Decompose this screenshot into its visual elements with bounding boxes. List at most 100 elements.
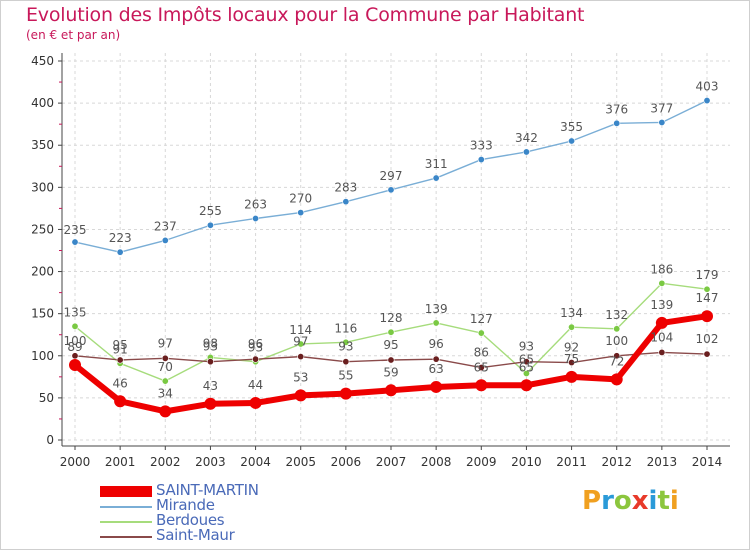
data-point-saint-maur-2000 <box>71 352 79 360</box>
data-label-saint-martin-2002: 34 <box>158 386 173 400</box>
x-tick-label-2003: 2003 <box>195 455 226 469</box>
data-point-mirande-2007 <box>387 186 395 194</box>
data-label-saint-maur-2003: 93 <box>203 340 218 354</box>
logo-letter: r <box>601 486 614 516</box>
data-label-berdoues-2013: 186 <box>650 262 673 276</box>
data-label-saint-martin-2006: 55 <box>338 369 353 383</box>
data-point-saint-maur-2006 <box>342 358 350 366</box>
data-label-berdoues-2014: 179 <box>696 268 719 282</box>
data-point-saint-martin-2007 <box>385 384 397 397</box>
y-tick-label-150: 150 <box>31 307 54 321</box>
data-label-saint-maur-2008: 96 <box>429 337 444 351</box>
data-point-saint-maur-2001 <box>116 356 124 364</box>
data-point-saint-maur-2007 <box>387 356 395 364</box>
x-tick-label-2013: 2013 <box>647 455 678 469</box>
data-label-mirande-2003: 255 <box>199 204 222 218</box>
data-label-saint-maur-2011: 92 <box>564 341 579 355</box>
data-point-berdoues-2007 <box>387 328 395 336</box>
logo-letter: x <box>631 486 649 516</box>
data-point-saint-martin-2008 <box>430 380 443 393</box>
data-label-mirande-2010: 342 <box>515 131 538 145</box>
data-point-mirande-2002 <box>161 236 169 244</box>
logo-letter: t <box>657 486 670 516</box>
y-tick-label-100: 100 <box>31 349 54 363</box>
data-label-saint-maur-2006: 93 <box>338 340 353 354</box>
logo-letter: P <box>582 486 602 516</box>
x-tick-label-2005: 2005 <box>285 455 316 469</box>
data-point-mirande-2001 <box>116 248 124 256</box>
data-point-saint-martin-2003 <box>204 397 217 410</box>
legend-swatch <box>100 521 152 523</box>
legend-label: Mirande <box>156 496 215 514</box>
data-label-berdoues-2003: 98 <box>203 336 218 350</box>
x-tick-label-2010: 2010 <box>511 455 542 469</box>
data-point-saint-martin-2005 <box>294 389 307 402</box>
data-label-mirande-2004: 263 <box>244 197 267 211</box>
legend-swatch <box>100 536 152 538</box>
legend-swatch <box>100 486 152 497</box>
data-label-saint-maur-2013: 104 <box>650 330 673 344</box>
data-point-mirande-2000 <box>71 238 79 246</box>
data-label-berdoues-2012: 132 <box>605 308 628 322</box>
data-point-saint-maur-2002 <box>161 354 169 362</box>
legend-label: SAINT-MARTIN <box>156 481 259 499</box>
data-point-berdoues-2011 <box>568 323 576 331</box>
data-point-saint-martin-2014 <box>701 310 713 323</box>
data-label-mirande-2009: 333 <box>470 139 493 153</box>
legend-label: Berdoues <box>156 511 225 529</box>
data-label-saint-maur-2009: 86 <box>474 346 489 360</box>
data-label-mirande-2012: 376 <box>605 102 628 116</box>
data-point-mirande-2011 <box>568 137 576 145</box>
data-label-berdoues-2006: 116 <box>334 321 357 335</box>
data-label-mirande-2013: 377 <box>650 101 673 115</box>
data-point-mirande-2013 <box>658 118 666 126</box>
data-label-berdoues-2000: 135 <box>64 305 87 319</box>
data-point-saint-maur-2013 <box>658 348 666 356</box>
x-tick-label-2014: 2014 <box>692 455 723 469</box>
x-tick-label-2011: 2011 <box>556 455 587 469</box>
x-tick-label-2006: 2006 <box>331 455 362 469</box>
data-point-saint-martin-2009 <box>475 379 488 392</box>
data-label-saint-martin-2001: 46 <box>113 376 128 390</box>
data-point-berdoues-2010 <box>522 369 530 377</box>
data-point-saint-maur-2004 <box>252 355 260 363</box>
data-label-mirande-2011: 355 <box>560 120 583 134</box>
data-label-mirande-2005: 270 <box>289 192 312 206</box>
data-point-berdoues-2014 <box>703 285 711 293</box>
data-label-saint-martin-2000: 89 <box>67 340 82 354</box>
data-label-saint-maur-2001: 95 <box>113 338 128 352</box>
y-tick-label-450: 450 <box>31 54 54 68</box>
y-tick-label-0: 0 <box>46 433 54 447</box>
data-point-berdoues-2008 <box>432 319 440 327</box>
data-point-saint-martin-2001 <box>114 395 127 408</box>
data-point-saint-maur-2009 <box>477 364 485 372</box>
data-label-mirande-2014: 403 <box>696 80 719 94</box>
data-label-saint-maur-2014: 102 <box>696 332 719 346</box>
data-label-berdoues-2011: 134 <box>560 306 583 320</box>
data-label-saint-maur-2005: 97 <box>293 335 308 349</box>
data-point-mirande-2009 <box>477 156 485 164</box>
logo-letter: o <box>613 486 632 516</box>
data-label-saint-maur-2000: 100 <box>64 334 87 348</box>
data-label-berdoues-2009: 127 <box>470 312 493 326</box>
x-tick-label-2009: 2009 <box>466 455 497 469</box>
data-label-mirande-2006: 283 <box>334 181 357 195</box>
x-tick-label-2008: 2008 <box>421 455 452 469</box>
data-label-berdoues-2004: 93 <box>248 341 263 355</box>
y-tick-label-350: 350 <box>31 138 54 152</box>
data-point-saint-maur-2012 <box>613 352 621 360</box>
data-label-saint-maur-2010: 93 <box>519 340 534 354</box>
data-label-saint-maur-2004: 96 <box>248 337 263 351</box>
data-point-mirande-2014 <box>703 97 711 105</box>
data-label-saint-martin-2013: 139 <box>650 298 673 312</box>
data-label-mirande-2000: 235 <box>64 223 87 237</box>
logo-letter: i <box>648 486 658 516</box>
data-point-berdoues-2009 <box>477 329 485 337</box>
data-point-saint-maur-2003 <box>206 358 214 366</box>
data-label-saint-maur-2012: 100 <box>605 334 628 348</box>
legend-label: Saint-Maur <box>156 526 235 544</box>
data-label-saint-martin-2010: 65 <box>519 360 534 374</box>
data-label-saint-martin-2004: 44 <box>248 378 263 392</box>
x-tick-label-2001: 2001 <box>105 455 136 469</box>
y-tick-label-300: 300 <box>31 180 54 194</box>
